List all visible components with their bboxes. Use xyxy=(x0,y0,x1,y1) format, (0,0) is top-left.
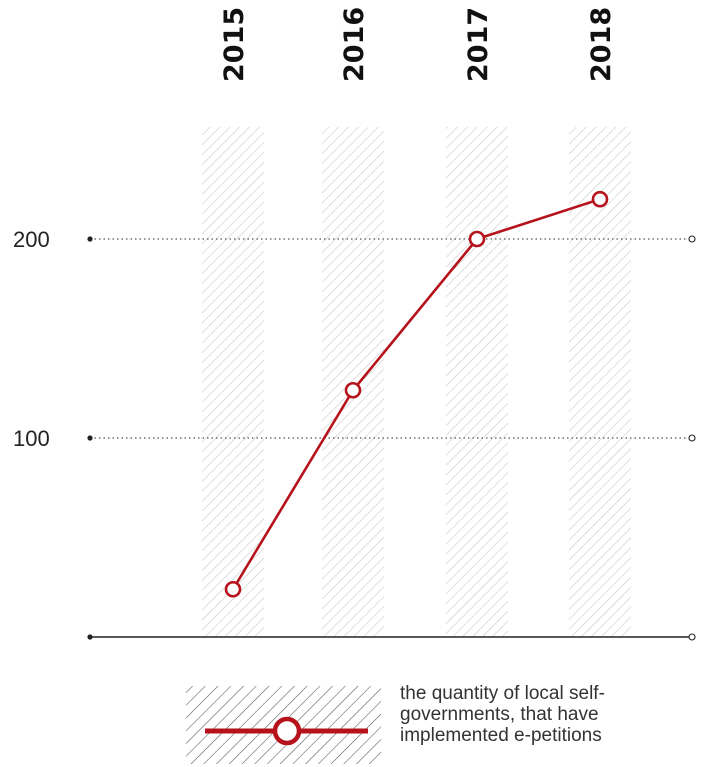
legend-line-2: governments, that have xyxy=(400,704,599,725)
y-tick-label: 200 xyxy=(13,227,50,252)
year-band-2015 xyxy=(202,127,264,637)
year-bands xyxy=(202,127,631,637)
data-point-2016 xyxy=(344,381,362,399)
legend-line-3: implemented e-petitions xyxy=(400,725,602,746)
year-label-2016: 2016 xyxy=(339,7,370,82)
x-axis xyxy=(87,633,696,641)
legend-symbol xyxy=(186,686,381,764)
year-label-2015: 2015 xyxy=(219,7,250,82)
year-band-2017 xyxy=(446,127,508,637)
legend-line-1: the quantity of local self- xyxy=(400,683,605,704)
year-band-2018 xyxy=(569,127,631,637)
x-axis-start-dot xyxy=(87,634,93,640)
grid-lines xyxy=(87,235,696,442)
grid-end-circle-100 xyxy=(688,434,696,442)
legend-marker xyxy=(272,716,302,746)
year-label-2017: 2017 xyxy=(463,7,494,82)
year-labels: 2015 2016 2017 2018 xyxy=(219,7,617,82)
x-axis-end-circle xyxy=(688,633,696,641)
data-point-2015 xyxy=(224,580,242,598)
legend-text: the quantity of local self- governments,… xyxy=(400,683,700,746)
series-line xyxy=(224,190,609,598)
data-point-2018 xyxy=(591,190,609,208)
grid-start-dot-100 xyxy=(87,435,93,441)
data-point-2017 xyxy=(468,230,486,248)
grid-end-circle-200 xyxy=(688,235,696,243)
series-polyline xyxy=(231,197,601,590)
y-tick-label: 100 xyxy=(13,426,50,451)
y-tick-labels: 100 200 xyxy=(13,227,50,451)
year-label-2018: 2018 xyxy=(586,7,617,82)
grid-start-dot-200 xyxy=(87,236,93,242)
